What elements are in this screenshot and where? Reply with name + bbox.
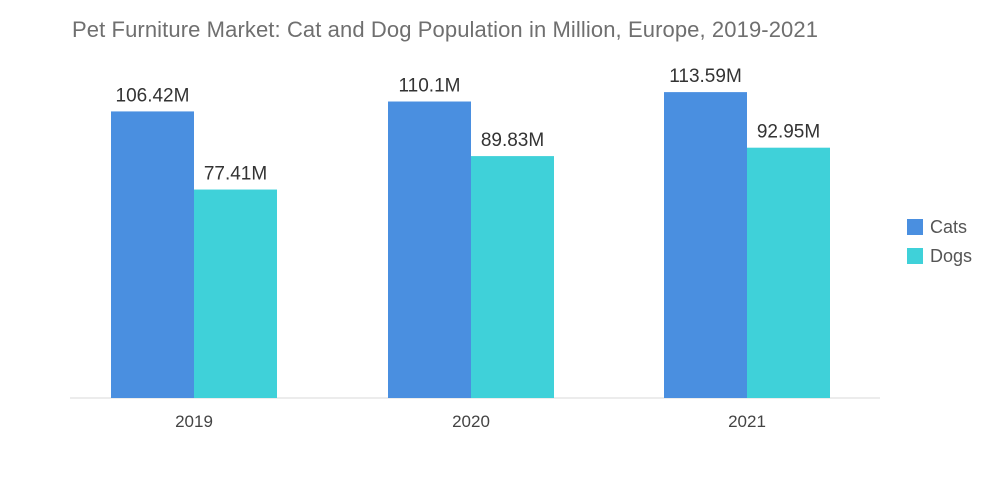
legend-swatch-dogs bbox=[907, 248, 923, 264]
bar-cats-2019 bbox=[111, 111, 194, 398]
data-label-dogs-2021: 92.95M bbox=[757, 122, 820, 143]
data-label-dogs-2020: 89.83M bbox=[481, 130, 544, 151]
legend-label-dogs: Dogs bbox=[930, 246, 972, 266]
bar-dogs-2021 bbox=[747, 147, 830, 398]
bar-dogs-2019 bbox=[194, 189, 277, 398]
x-tick-label-2020: 2020 bbox=[452, 412, 490, 431]
data-label-cats-2019: 106.42M bbox=[116, 85, 190, 106]
legend-label-cats: Cats bbox=[930, 217, 967, 237]
data-label-cats-2020: 110.1M bbox=[399, 76, 461, 97]
bar-cats-2021 bbox=[664, 92, 747, 398]
bar-cats-2020 bbox=[388, 101, 471, 398]
x-tick-label-2019: 2019 bbox=[175, 412, 213, 431]
bar-dogs-2020 bbox=[471, 156, 554, 398]
legend-swatch-cats bbox=[907, 219, 923, 235]
chart-title: Pet Furniture Market: Cat and Dog Popula… bbox=[72, 17, 819, 42]
data-label-cats-2021: 113.59M bbox=[669, 66, 742, 87]
x-tick-label-2021: 2021 bbox=[728, 412, 766, 431]
data-label-dogs-2019: 77.41M bbox=[204, 164, 267, 185]
